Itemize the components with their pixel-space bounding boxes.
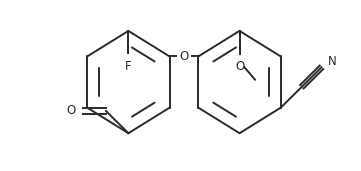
Text: O: O — [179, 50, 188, 63]
Text: O: O — [66, 104, 75, 117]
Text: N: N — [327, 55, 336, 68]
Text: F: F — [125, 60, 132, 73]
Text: O: O — [235, 60, 244, 73]
